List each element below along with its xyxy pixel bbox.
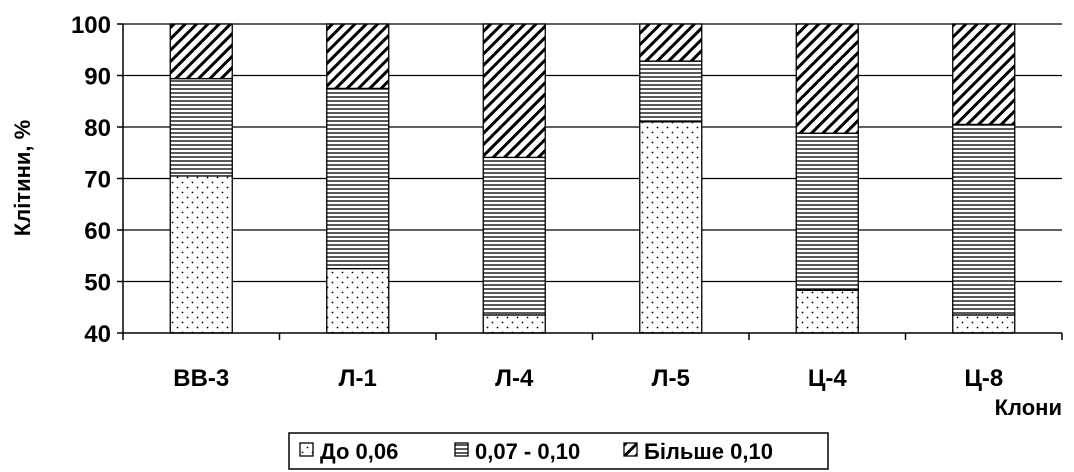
y-tick-label: 60 (84, 218, 111, 245)
y-tick-label: 50 (84, 270, 111, 297)
x-tick-label: Ц-8 (964, 365, 1003, 392)
bar-segment (795, 23, 859, 134)
bar-stack (326, 23, 390, 334)
bar-segment (795, 132, 859, 291)
x-tick-label: ВВ-3 (173, 365, 229, 392)
x-tick-labels: ВВ-3 Л-1 Л-4 Л-5 Ц-4 Ц-8 (173, 365, 1003, 392)
bar-segment (482, 156, 546, 316)
bar-stack (639, 23, 703, 334)
legend-swatch-1 (299, 442, 314, 457)
bar-segment (639, 60, 703, 123)
bar-segment (169, 77, 233, 177)
bar-segment (326, 267, 390, 334)
bar-segment (326, 23, 390, 90)
bar-segment (169, 23, 233, 80)
x-tick-label: Л-5 (652, 365, 690, 392)
y-tick-label: 90 (84, 64, 111, 91)
bar-segment (952, 314, 1016, 334)
bars (169, 23, 1016, 334)
bar-stack (169, 23, 233, 334)
x-tick-label: Ц-4 (808, 365, 848, 392)
bar-segment (169, 175, 233, 334)
gridlines (123, 23, 1062, 283)
x-tick-label: Л-1 (339, 365, 377, 392)
bar-segment (795, 289, 859, 334)
y-tick-label: 70 (84, 167, 111, 194)
y-tick-label: 40 (84, 321, 111, 348)
legend-swatch-2 (454, 442, 469, 457)
bar-segment (482, 314, 546, 334)
bar-segment (639, 121, 703, 334)
legend-item-1: До 0,06 (299, 439, 398, 464)
axes (117, 23, 1063, 340)
y-tick-labels: 40 50 60 70 80 90 100 (71, 12, 111, 348)
bar-segment (952, 23, 1016, 126)
y-tick-label: 80 (84, 115, 111, 142)
legend-item-3: Більше 0,10 (623, 439, 773, 464)
bar-stack (482, 23, 546, 334)
legend: До 0,06 0,07 - 0,10 Більше 0,10 (288, 432, 829, 470)
legend-item-2: 0,07 - 0,10 (454, 439, 580, 464)
x-tick-label: Л-4 (495, 365, 534, 392)
bar-stack (952, 23, 1016, 334)
bar-segment (952, 123, 1016, 316)
bar-segment (326, 87, 390, 270)
legend-label-2: 0,07 - 0,10 (475, 439, 580, 464)
bar-stack (795, 23, 859, 334)
bar-segment (639, 23, 703, 62)
legend-label-1: До 0,06 (320, 439, 398, 464)
legend-swatch-3 (623, 442, 638, 457)
bar-segment (482, 23, 546, 159)
y-tick-label: 100 (71, 12, 111, 39)
legend-box (288, 432, 829, 470)
legend-label-3: Більше 0,10 (644, 439, 773, 464)
x-axis-title: Клони (995, 395, 1062, 420)
y-axis-title: Клітини, % (10, 120, 35, 236)
